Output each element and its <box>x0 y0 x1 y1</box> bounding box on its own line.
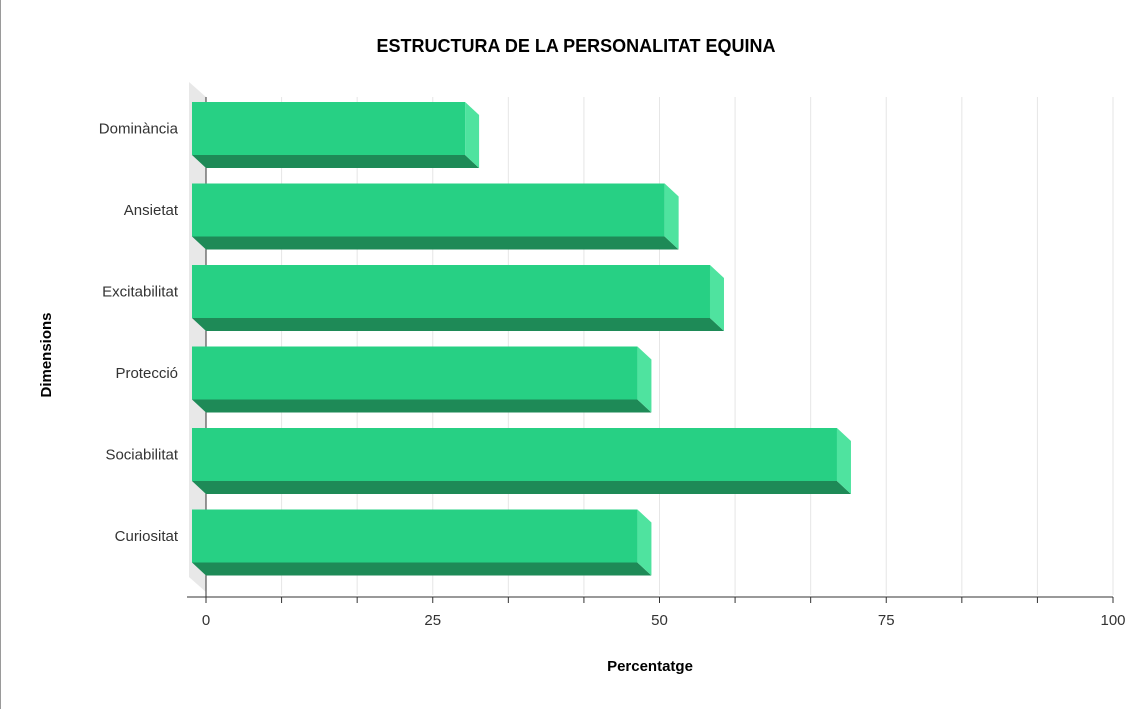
plot-area: 0 25 50 75 100 Dominància Ansietat Excitabilita… <box>99 82 1126 629</box>
x-tick-label: 50 <box>651 612 668 629</box>
bar <box>192 102 466 155</box>
bar-bottom-face <box>192 562 652 576</box>
bar-bottom-face <box>192 318 724 331</box>
category-label: Curiositat <box>115 528 179 545</box>
bar-side-face <box>664 183 679 250</box>
x-tick-label: 25 <box>424 612 441 629</box>
bar-side-face <box>709 265 724 331</box>
bar-side-face <box>836 428 851 494</box>
bar <box>192 509 638 563</box>
bar <box>192 346 638 400</box>
bar <box>192 428 837 481</box>
bar-side-face <box>465 102 480 168</box>
x-tick-label: 0 <box>202 612 210 629</box>
chart-title: ESTRUCTURA DE LA PERSONALITAT EQUINA <box>377 36 776 56</box>
category-label: Dominància <box>99 121 179 138</box>
bar-bottom-face <box>192 399 652 413</box>
x-tick-label: 75 <box>878 612 895 629</box>
x-axis-title: Percentatge <box>607 658 693 675</box>
bar-bottom-face <box>192 481 851 494</box>
category-label: Protecció <box>115 365 178 382</box>
bar-side-face <box>637 509 652 576</box>
category-label: Sociabilitat <box>105 447 178 464</box>
y-axis-title: Dimensions <box>38 312 55 397</box>
bar-side-face <box>637 346 652 413</box>
bar <box>192 265 710 318</box>
category-label: Ansietat <box>124 202 179 219</box>
bar-bottom-face <box>192 155 480 168</box>
bar-bottom-face <box>192 236 679 250</box>
x-tick-label: 100 <box>1100 612 1125 629</box>
bar <box>192 183 665 237</box>
category-label: Excitabilitat <box>102 284 179 301</box>
